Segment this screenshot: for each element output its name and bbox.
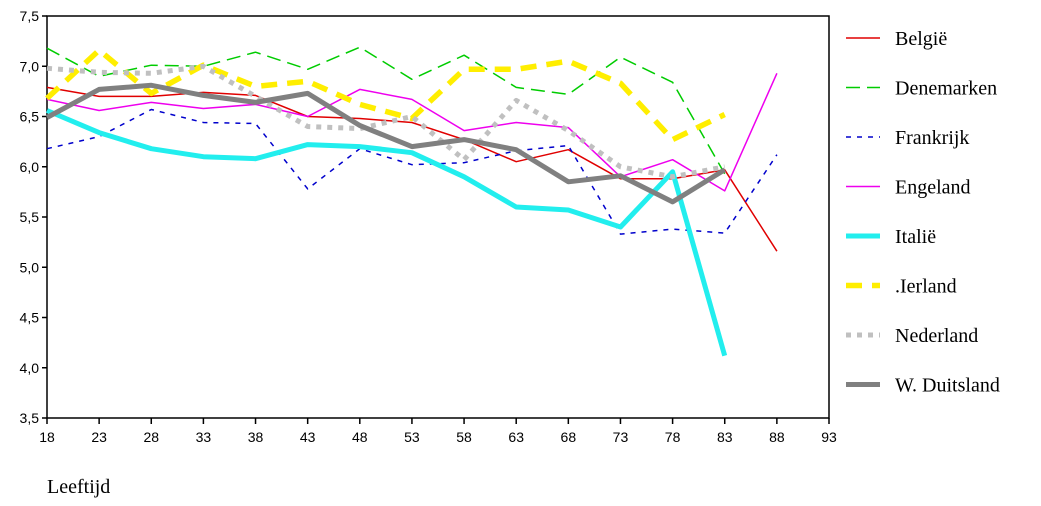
x-tick-label: 38 bbox=[248, 429, 264, 445]
x-tick-label: 93 bbox=[821, 429, 837, 445]
y-tick-label: 7,5 bbox=[20, 8, 40, 24]
y-tick-label: 4,0 bbox=[20, 360, 40, 376]
legend-label: Frankrijk bbox=[895, 127, 969, 149]
x-tick-label: 68 bbox=[561, 429, 577, 445]
legend-label: W. Duitsland bbox=[895, 375, 1000, 397]
y-tick-label: 6,0 bbox=[20, 159, 40, 175]
legend-label: België bbox=[895, 28, 947, 50]
x-tick-label: 83 bbox=[717, 429, 733, 445]
legend-label: .Ierland bbox=[895, 276, 957, 298]
x-tick-label: 28 bbox=[143, 429, 159, 445]
x-tick-label: 18 bbox=[39, 429, 55, 445]
legend: België Denemarken Frankrijk Engeland Italië.… bbox=[846, 28, 1000, 397]
series-line-4 bbox=[46, 72, 778, 192]
y-tick-label: 5,5 bbox=[20, 209, 40, 225]
x-tick-label: 33 bbox=[196, 429, 212, 445]
series-line-1 bbox=[46, 86, 778, 252]
series-line-8 bbox=[45, 82, 727, 205]
legend-label: Nederland bbox=[895, 325, 978, 347]
y-tick-label: 3,5 bbox=[20, 410, 40, 426]
axis-layer: 3,5 4,0 4,5 5,0 5,5 6,0 6,5 7,0 7,5 18 23 28 33 38 43 4… bbox=[20, 8, 837, 445]
series-line-5 bbox=[46, 108, 728, 357]
series-line-6 bbox=[45, 47, 726, 143]
legend-label: Italië bbox=[895, 226, 936, 248]
series-line-7 bbox=[46, 63, 726, 180]
x-tick-label: 63 bbox=[508, 429, 524, 445]
x-tick-label: 53 bbox=[404, 429, 420, 445]
x-tick-label: 23 bbox=[91, 429, 107, 445]
plot-frame bbox=[46, 15, 830, 419]
x-tick-label: 43 bbox=[300, 429, 316, 445]
series-line-2 bbox=[46, 46, 726, 175]
x-axis-label: Leeftijd bbox=[47, 476, 111, 498]
y-tick-label: 6,5 bbox=[20, 109, 40, 125]
x-tick-label: 88 bbox=[769, 429, 785, 445]
x-tick-label: 58 bbox=[456, 429, 472, 445]
y-tick-label: 7,0 bbox=[20, 58, 40, 74]
x-tick-label: 78 bbox=[665, 429, 681, 445]
legend-label: Denemarken bbox=[895, 78, 997, 100]
series-line-3 bbox=[46, 108, 778, 235]
x-tick-label: 48 bbox=[352, 429, 368, 445]
legend-label: Engeland bbox=[895, 177, 971, 199]
series-layer bbox=[45, 46, 778, 357]
y-tick-label: 4,5 bbox=[20, 310, 40, 326]
y-tick-label: 5,0 bbox=[20, 259, 40, 275]
x-tick-label: 73 bbox=[613, 429, 629, 445]
